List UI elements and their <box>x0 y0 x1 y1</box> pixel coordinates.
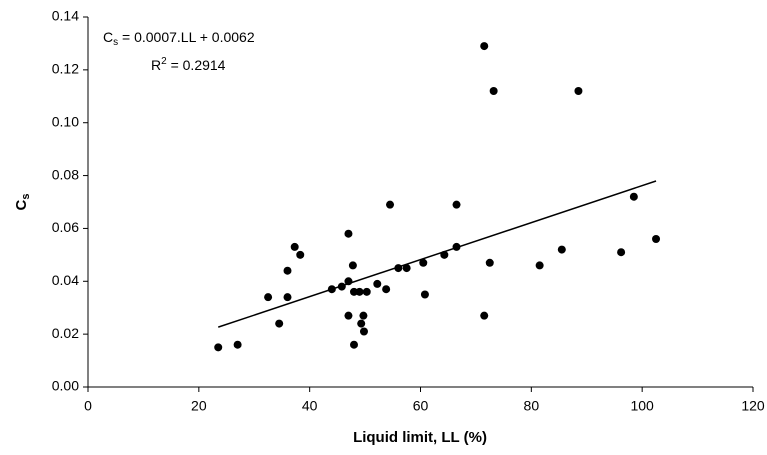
point <box>344 229 353 238</box>
point <box>337 282 346 291</box>
point <box>373 279 382 288</box>
point <box>359 311 368 320</box>
y-title-sub: s <box>20 194 32 200</box>
point <box>359 327 368 336</box>
y-title-main: C <box>13 199 30 210</box>
x-tick-label: 40 <box>302 398 318 414</box>
y-tick-label: 0.04 <box>52 272 79 288</box>
point <box>489 87 498 95</box>
point <box>629 192 638 201</box>
point <box>394 264 403 273</box>
point <box>275 319 284 328</box>
point <box>344 311 353 320</box>
x-tick-label: 60 <box>413 398 429 414</box>
r2-sup: 2 <box>161 56 167 67</box>
equation: Cs = 0.0007.LL + 0.0062 <box>103 29 255 48</box>
point <box>362 287 371 296</box>
r2-rest: = 0.2914 <box>167 57 226 73</box>
point <box>264 293 273 302</box>
point <box>452 242 461 251</box>
point <box>355 287 364 296</box>
point <box>344 277 353 286</box>
equation-sub: s <box>113 37 118 48</box>
point <box>382 285 391 294</box>
point <box>452 200 461 209</box>
point <box>214 343 223 352</box>
point <box>327 285 336 294</box>
r-squared: R2 = 0.2914 <box>151 56 226 73</box>
point <box>440 250 449 259</box>
point <box>357 319 366 328</box>
x-tick-label: 100 <box>630 398 654 414</box>
point <box>485 258 494 267</box>
x-tick-label: 0 <box>84 398 92 414</box>
point <box>283 266 292 275</box>
y-axis-title: Cs <box>13 194 32 211</box>
y-tick-label: 0.08 <box>52 166 79 182</box>
equation-rest: = 0.0007.LL + 0.0062 <box>118 29 255 45</box>
point <box>617 248 626 257</box>
y-tick-label: 0.14 <box>52 8 79 24</box>
point <box>557 245 566 254</box>
y-tick-label: 0.02 <box>52 325 79 341</box>
y-tick-label: 0.06 <box>52 219 79 235</box>
point <box>402 264 411 273</box>
point <box>290 242 299 251</box>
point <box>350 287 358 296</box>
point <box>233 340 242 349</box>
point <box>480 311 489 320</box>
point <box>535 261 544 270</box>
point <box>296 250 305 259</box>
y-tick-label: 0.12 <box>52 61 79 77</box>
point <box>386 200 395 209</box>
equation-main: C <box>103 29 113 45</box>
x-tick-label: 20 <box>191 398 207 414</box>
point <box>574 87 583 95</box>
x-axis-title: Liquid limit, LL (%) <box>353 429 487 446</box>
trendline <box>217 180 657 328</box>
x-tick-label: 80 <box>524 398 540 414</box>
x-tick-label: 120 <box>741 398 765 414</box>
r2-main: R <box>151 57 161 73</box>
point <box>420 290 429 299</box>
y-tick-label: 0.10 <box>52 113 79 129</box>
point <box>283 293 292 302</box>
point <box>348 261 357 270</box>
y-tick-label: 0.00 <box>52 378 79 394</box>
point <box>480 42 489 51</box>
point <box>350 340 358 349</box>
point <box>419 258 428 267</box>
point <box>652 235 661 243</box>
